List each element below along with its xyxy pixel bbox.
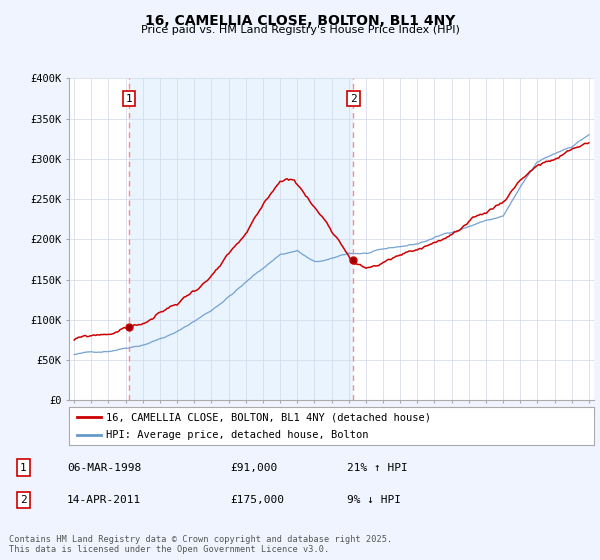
Text: 21% ↑ HPI: 21% ↑ HPI (347, 463, 407, 473)
Text: 16, CAMELLIA CLOSE, BOLTON, BL1 4NY: 16, CAMELLIA CLOSE, BOLTON, BL1 4NY (145, 14, 455, 28)
Text: 2: 2 (350, 94, 357, 104)
Text: 06-MAR-1998: 06-MAR-1998 (67, 463, 142, 473)
Text: Contains HM Land Registry data © Crown copyright and database right 2025.
This d: Contains HM Land Registry data © Crown c… (9, 535, 392, 554)
Text: 2: 2 (20, 495, 27, 505)
Bar (129, 78, 353, 400)
Text: 16, CAMELLIA CLOSE, BOLTON, BL1 4NY (detached house): 16, CAMELLIA CLOSE, BOLTON, BL1 4NY (det… (106, 412, 431, 422)
Text: 1: 1 (125, 94, 132, 104)
Text: 9% ↓ HPI: 9% ↓ HPI (347, 495, 401, 505)
Text: 1: 1 (20, 463, 27, 473)
Text: Price paid vs. HM Land Registry's House Price Index (HPI): Price paid vs. HM Land Registry's House … (140, 25, 460, 35)
Text: £175,000: £175,000 (230, 495, 284, 505)
Text: HPI: Average price, detached house, Bolton: HPI: Average price, detached house, Bolt… (106, 430, 368, 440)
Text: £91,000: £91,000 (230, 463, 277, 473)
Text: 14-APR-2011: 14-APR-2011 (67, 495, 142, 505)
